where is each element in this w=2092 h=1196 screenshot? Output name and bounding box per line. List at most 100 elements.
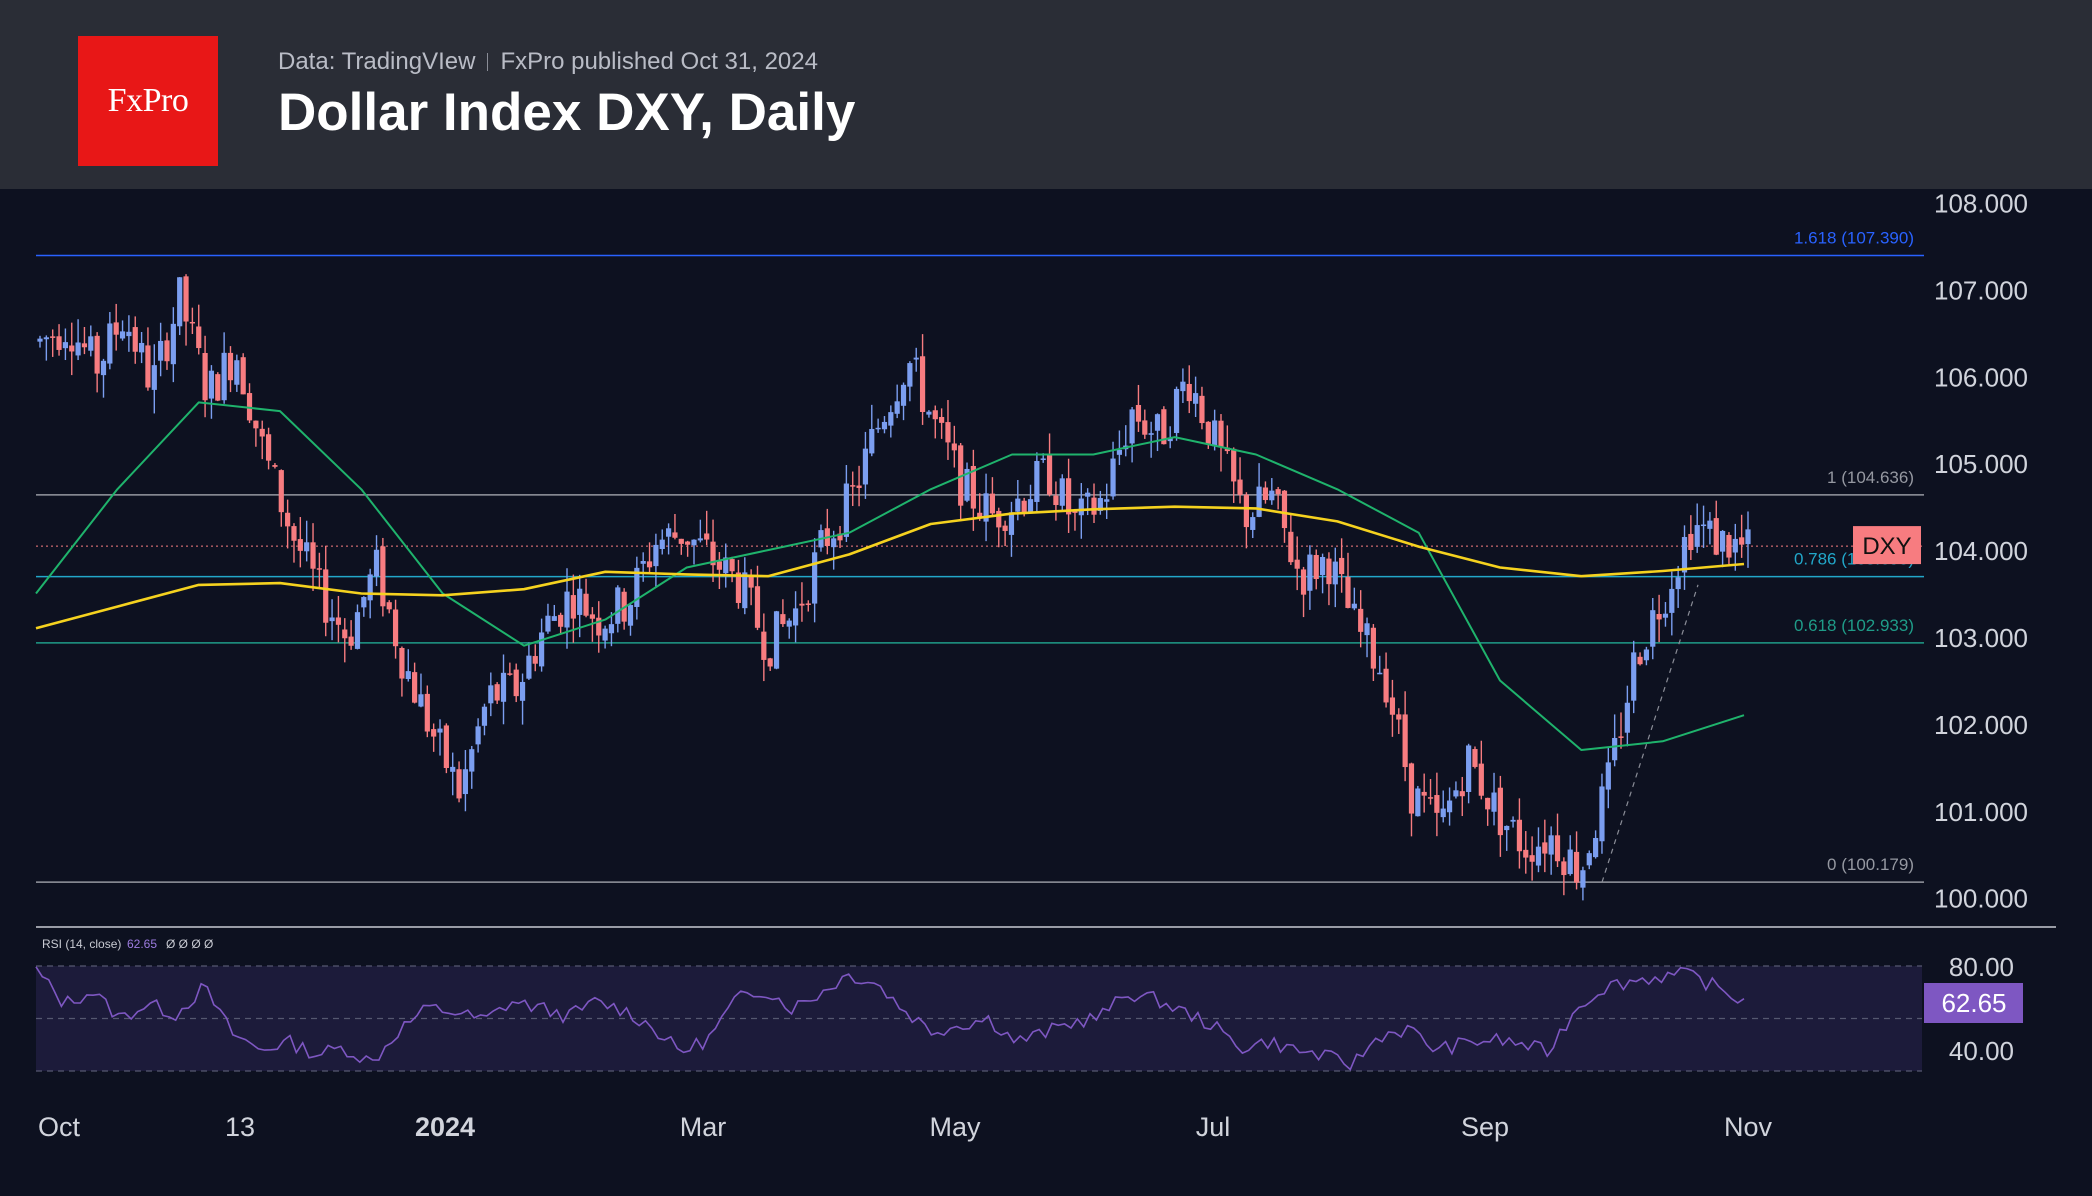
candle-body	[1688, 533, 1694, 551]
candle-body	[1662, 613, 1669, 618]
candle-body	[138, 342, 145, 353]
candle-body	[1631, 652, 1637, 701]
rsi-value-small: 62.65	[127, 937, 157, 951]
candle-body	[710, 541, 716, 566]
candle-body	[272, 465, 278, 467]
candle-body	[1516, 819, 1523, 852]
candle-body	[596, 617, 602, 636]
candle-body	[323, 569, 329, 623]
candle-body	[1148, 433, 1154, 435]
candle-body	[1085, 492, 1091, 497]
candle-body	[704, 533, 710, 540]
candle-body	[1142, 420, 1148, 435]
candle-body	[1669, 588, 1675, 613]
candle-body	[1561, 861, 1567, 876]
candle-body	[1535, 846, 1542, 866]
candle-body	[881, 421, 888, 430]
candle-body	[989, 493, 996, 514]
candle-body	[494, 684, 500, 701]
candle-body	[589, 614, 596, 619]
ema-50-line	[35, 401, 1745, 751]
candle-body	[615, 587, 621, 624]
candle-body	[1110, 458, 1116, 497]
publish-note: FxPro published Oct 31, 2024	[500, 48, 818, 75]
candle-body	[1643, 649, 1650, 661]
candle-body	[481, 706, 488, 726]
candle-body	[43, 337, 49, 340]
x-tick-label: Sep	[1461, 1112, 1509, 1142]
candle-body	[1434, 795, 1440, 813]
candle-body	[291, 526, 297, 541]
candle-body	[37, 338, 43, 342]
candle-body	[1700, 524, 1707, 527]
candle-body	[532, 656, 538, 664]
last-price-tag-label: DXY	[1862, 533, 1911, 560]
candle-body	[1720, 530, 1726, 552]
candle-body	[354, 612, 361, 649]
candle-body	[100, 360, 107, 376]
candle-body	[259, 428, 265, 437]
candle-body	[551, 616, 557, 621]
candle-body	[748, 575, 754, 588]
candle-body	[1612, 737, 1618, 761]
candle-body	[513, 669, 519, 697]
candle-body	[278, 470, 284, 513]
candle-body	[151, 365, 157, 390]
candle-body	[1332, 561, 1338, 585]
candle-body	[240, 357, 246, 395]
candle-body	[761, 631, 767, 660]
candle-body	[1091, 497, 1097, 515]
candle-body	[1427, 797, 1434, 799]
candle-body	[691, 539, 697, 546]
x-tick-label: Jul	[1196, 1112, 1231, 1142]
candle-body	[500, 672, 507, 702]
candle-body	[1497, 787, 1503, 836]
candle-body	[634, 567, 640, 607]
candle-body	[1205, 421, 1211, 444]
candle-body	[1135, 404, 1142, 422]
candle-body	[1573, 851, 1580, 883]
candle-body	[1021, 500, 1027, 513]
candle-body	[119, 331, 126, 339]
candle-body	[1675, 577, 1681, 590]
candle-body	[1129, 409, 1135, 444]
candle-body	[564, 591, 570, 628]
candle-body	[977, 512, 983, 518]
candle-body	[1504, 825, 1510, 831]
candle-body	[773, 611, 780, 669]
candle-body	[1104, 499, 1110, 502]
candle-body	[507, 673, 513, 675]
candle-body	[1377, 672, 1383, 675]
candle-body	[951, 443, 957, 451]
fib-level-label: 0 (100.179)	[1827, 855, 1914, 874]
candle-body	[399, 647, 405, 679]
last-price-tag	[1853, 526, 1921, 565]
fxpro-logo: FxPro	[78, 36, 218, 166]
candle-body	[348, 636, 354, 646]
candle-body	[1078, 498, 1084, 516]
ema-200-line	[35, 505, 1745, 630]
candle-body	[107, 323, 113, 364]
candle-body	[1726, 534, 1732, 558]
candle-body	[1472, 749, 1478, 767]
candle-body	[1313, 554, 1319, 579]
candle-body	[1739, 537, 1745, 545]
candle-body	[1002, 525, 1008, 531]
candle-body	[164, 340, 170, 362]
candle-body	[608, 624, 615, 634]
candle-body	[56, 336, 62, 350]
rsi-extra-labels: Ø Ø Ø Ø	[166, 937, 213, 951]
candle-body	[577, 588, 583, 615]
fib-level-label: 1 (104.636)	[1827, 468, 1914, 487]
price-tick-label: 106.000	[1934, 362, 2028, 392]
candle-body	[456, 769, 462, 799]
candle-body	[113, 322, 119, 335]
candle-body	[792, 608, 799, 626]
candle-body	[742, 572, 748, 609]
candle-body	[386, 602, 392, 610]
fib-level-label: 1.618 (107.390)	[1794, 229, 1914, 248]
header-bar: FxPro Data: TradingVIew FxPro published …	[0, 0, 2092, 189]
x-tick-label: May	[929, 1112, 981, 1142]
candle-body	[69, 345, 75, 352]
candle-body	[1294, 559, 1300, 569]
